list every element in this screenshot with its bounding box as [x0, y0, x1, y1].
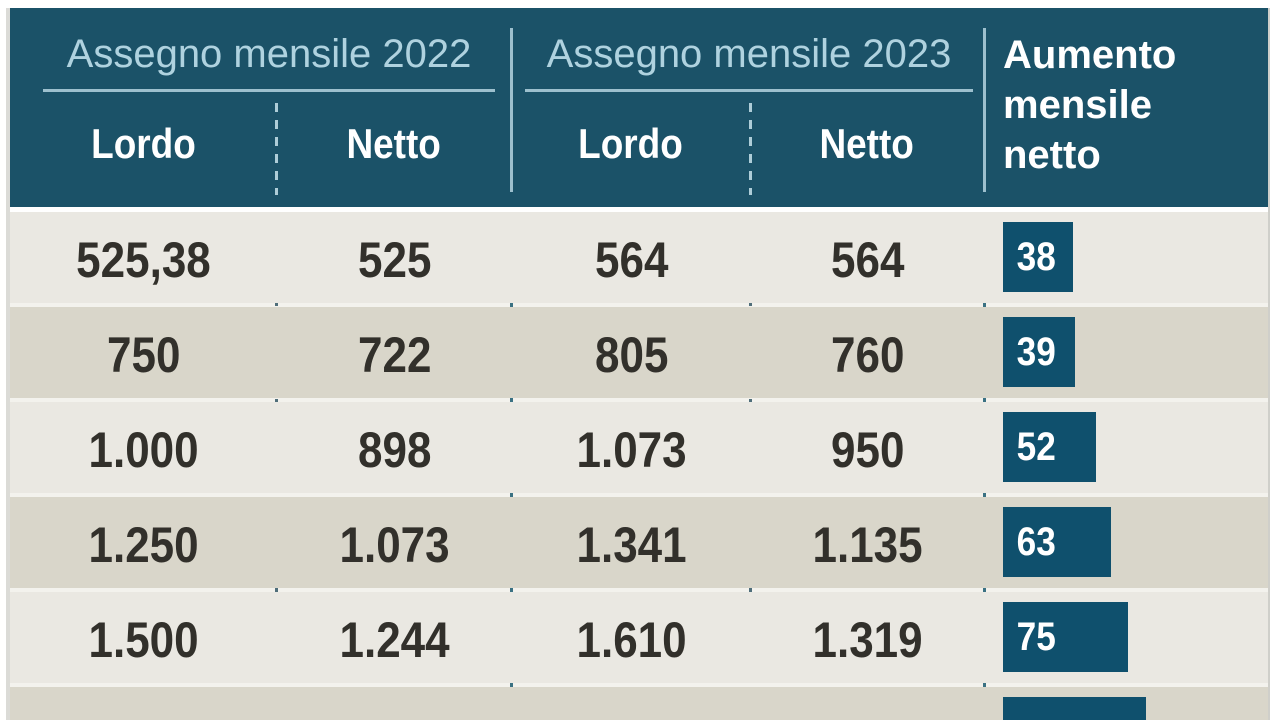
cell-lordo-2022: 1.000 [10, 402, 277, 493]
column-header-netto-2023: Netto [750, 120, 984, 168]
header-separator-groups-2 [983, 28, 986, 192]
cell-netto-2022: 1.073 [277, 497, 512, 588]
cell-netto-2023-value: 760 [831, 327, 905, 383]
cell-netto-2023-value: 1.319 [812, 612, 924, 668]
assegno-table: Assegno mensile 2022 Assegno mensile 202… [10, 8, 1268, 720]
aumento-badge-value: 39 [1016, 329, 1056, 374]
table-row [10, 687, 1268, 720]
table-row: 1.500 1.244 1.610 1.319 75 [10, 592, 1268, 683]
cell-netto-2023: 564 [751, 212, 985, 303]
cell-netto-2022 [277, 687, 512, 720]
cell-lordo-2022: 1.250 [10, 497, 277, 588]
header-underline-2023 [525, 89, 973, 92]
group-title-2023: Assegno mensile 2023 [546, 32, 952, 76]
cell-lordo-2022-value: 1.250 [88, 517, 199, 573]
cell-netto-2023-value: 564 [831, 232, 905, 288]
table-body: 525,38 525 564 564 38 750 722 805 760 39… [10, 212, 1268, 720]
cell-lordo-2022-value: 750 [106, 327, 181, 383]
table-row: 750 722 805 760 39 [10, 307, 1268, 398]
column-header-lordo-2022: Lordo [10, 120, 276, 168]
cell-netto-2022-value: 525 [357, 232, 432, 288]
cell-netto-2022: 525 [277, 212, 512, 303]
cell-lordo-2023: 805 [512, 307, 751, 398]
cell-netto-2023: 950 [751, 402, 985, 493]
cell-netto-2022-value: 722 [357, 327, 432, 383]
column-header-aumento: Aumento mensile netto [1003, 33, 1177, 177]
cell-netto-2022: 722 [277, 307, 512, 398]
aumento-badge-value: 75 [1016, 614, 1056, 659]
aumento-badge: 75 [1003, 602, 1128, 672]
image-right-edge [1268, 8, 1270, 720]
cell-lordo-2022: 750 [10, 307, 277, 398]
table-header: Assegno mensile 2022 Assegno mensile 202… [10, 8, 1268, 207]
table-row: 1.250 1.073 1.341 1.135 63 [10, 497, 1268, 588]
column-header-lordo-2022-label: Lordo [90, 120, 196, 167]
cell-netto-2022: 1.244 [277, 592, 512, 683]
header-separator-groups-1 [510, 28, 513, 192]
table-row: 525,38 525 564 564 38 [10, 212, 1268, 303]
header-dashed-separator-2022 [275, 103, 278, 195]
cell-lordo-2022: 1.500 [10, 592, 277, 683]
column-header-netto-2022: Netto [276, 120, 511, 168]
group-title-2022: Assegno mensile 2022 [66, 32, 472, 76]
cell-netto-2023: 1.135 [751, 497, 985, 588]
cell-lordo-2022-value: 525,38 [76, 232, 211, 288]
cell-lordo-2023-value: 1.073 [576, 422, 687, 478]
aumento-badge: 38 [1003, 222, 1073, 292]
cell-lordo-2022-value: 1.000 [88, 422, 199, 478]
cell-lordo-2022-value: 1.500 [88, 612, 199, 668]
cell-lordo-2022: 525,38 [10, 212, 277, 303]
header-dashed-separator-2023 [749, 103, 752, 195]
aumento-badge [1003, 697, 1146, 720]
cell-lordo-2023-value: 1.341 [576, 517, 687, 573]
cell-netto-2023-value: 1.135 [812, 517, 924, 573]
aumento-badge: 63 [1003, 507, 1111, 577]
cell-netto-2022-value: 898 [357, 422, 432, 478]
cell-lordo-2023-value: 805 [594, 327, 669, 383]
cell-lordo-2023-value: 1.610 [576, 612, 687, 668]
cell-lordo-2022 [10, 687, 277, 720]
column-header-netto-2023-label: Netto [819, 120, 915, 167]
column-header-lordo-2023-label: Lordo [578, 120, 683, 167]
aumento-badge-value: 38 [1016, 234, 1056, 279]
column-header-netto-2022-label: Netto [346, 120, 441, 167]
cell-netto-2022-value: 1.244 [339, 612, 450, 668]
image-left-edge [6, 8, 10, 720]
cell-lordo-2023 [512, 687, 751, 720]
cell-lordo-2023: 1.610 [512, 592, 751, 683]
aumento-badge: 52 [1003, 412, 1096, 482]
cell-lordo-2023: 564 [512, 212, 751, 303]
aumento-badge-value: 52 [1016, 424, 1056, 469]
cell-netto-2023: 760 [751, 307, 985, 398]
cell-netto-2022: 898 [277, 402, 512, 493]
table-row: 1.000 898 1.073 950 52 [10, 402, 1268, 493]
aumento-badge-value: 63 [1016, 519, 1056, 564]
cell-netto-2023 [751, 687, 985, 720]
cell-lordo-2023: 1.073 [512, 402, 751, 493]
cell-netto-2023: 1.319 [751, 592, 985, 683]
column-header-lordo-2023: Lordo [511, 120, 750, 168]
aumento-badge: 39 [1003, 317, 1075, 387]
header-underline-2022 [43, 89, 495, 92]
cell-lordo-2023: 1.341 [512, 497, 751, 588]
cell-netto-2023-value: 950 [831, 422, 905, 478]
cell-lordo-2023-value: 564 [594, 232, 669, 288]
cell-netto-2022-value: 1.073 [339, 517, 450, 573]
